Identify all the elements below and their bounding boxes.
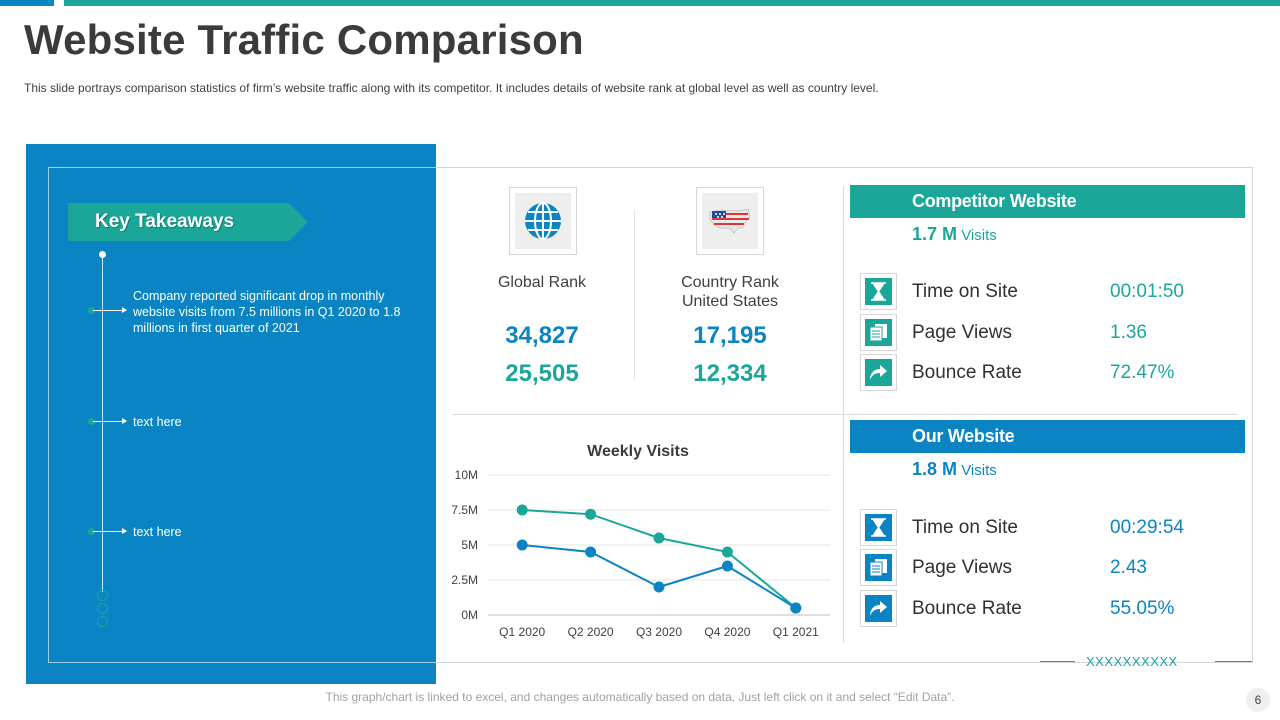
- globe-icon: [525, 202, 561, 240]
- competitor-pageviews-label: Page Views: [912, 322, 1012, 343]
- top-accent-bar-teal: [64, 0, 1280, 6]
- our-pageviews-label: Page Views: [912, 557, 1012, 578]
- our-bounce-value: 55.05%: [1110, 598, 1175, 619]
- timeline-dot: [88, 528, 95, 535]
- x-tick-label: Q2 2020: [568, 625, 614, 639]
- competitor-pageviews-icon-box: [860, 314, 897, 351]
- takeaway-text-1: Company reported significant drop in mon…: [133, 289, 401, 335]
- page-subtitle: This slide portrays comparison statistic…: [24, 81, 879, 95]
- global-rank-ours: 25,505: [505, 360, 579, 387]
- competitor-bounce-icon-box: [860, 354, 897, 391]
- competitor-time-value: 00:01:50: [1110, 281, 1184, 302]
- competitor-time-label: Time on Site: [912, 281, 1018, 302]
- page-title: Website Traffic Comparison: [24, 16, 584, 63]
- series-line-1: [522, 509, 797, 609]
- our-website-header: Our Website: [850, 420, 1245, 453]
- country-rank-label-line1: Country Rank: [681, 274, 779, 291]
- key-takeaways-label: Key Takeaways: [95, 211, 235, 232]
- takeaway-text-2: text here: [133, 415, 182, 429]
- y-tick-label: 5M: [461, 538, 478, 552]
- global-rank-icon-box: [509, 187, 577, 255]
- data-point-series-1: [585, 508, 597, 520]
- timeline-start-dot: [99, 251, 106, 258]
- global-rank-label: Global Rank: [497, 274, 587, 291]
- country-rank-icon-box: [696, 187, 764, 255]
- data-point-series-2: [585, 546, 597, 558]
- data-point-series-1: [721, 546, 733, 558]
- chart-title: Weekly Visits: [587, 443, 689, 460]
- competitor-website-header: Competitor Website: [850, 185, 1245, 218]
- timeline-end-circle: [97, 616, 108, 627]
- country-rank-label-line2: United States: [681, 293, 779, 310]
- share-arrow-icon: [870, 601, 887, 616]
- y-tick-label: 2.5M: [451, 573, 478, 587]
- documents-icon: [869, 324, 887, 342]
- decorative-line: [1040, 661, 1075, 662]
- our-pageviews-value: 2.43: [1110, 557, 1147, 578]
- competitor-visits-value: 1.7 M: [912, 224, 958, 244]
- our-time-icon-box: [860, 509, 897, 546]
- hourglass-icon: [871, 282, 886, 301]
- our-bounce-label: Bounce Rate: [912, 598, 1022, 619]
- country-rank-ours: 12,334: [693, 360, 767, 387]
- data-point-series-2: [790, 602, 802, 614]
- competitor-pageviews-value: 1.36: [1110, 322, 1147, 343]
- y-tick-label: 7.5M: [451, 503, 478, 517]
- takeaway-text-3: text here: [133, 525, 182, 539]
- competitor-time-icon-box: [860, 273, 897, 310]
- hourglass-icon: [871, 518, 886, 537]
- arrow-right-icon: [93, 528, 127, 534]
- series-line-2: [522, 544, 797, 609]
- documents-icon: [869, 559, 887, 577]
- takeaways-panel-border: [48, 167, 436, 663]
- global-rank-competitor: 34,827: [505, 322, 579, 349]
- y-tick-label: 10M: [455, 468, 478, 482]
- x-tick-label: Q4 2020: [704, 625, 750, 639]
- timeline-dot: [88, 307, 95, 314]
- timeline-line: [102, 254, 103, 592]
- top-accent-bar-blue: [0, 0, 54, 6]
- our-pageviews-icon-box: [860, 549, 897, 586]
- footer-note: This graph/chart is linked to excel, and…: [325, 690, 955, 704]
- competitor-bounce-label: Bounce Rate: [912, 362, 1022, 383]
- us-map-icon: [709, 208, 751, 234]
- country-rank-label: Country Rank United States: [645, 273, 815, 311]
- competitor-visits: 1.7 M Visits: [912, 224, 997, 245]
- timeline-end-circle: [97, 603, 108, 614]
- timeline-dot: [88, 418, 95, 425]
- timeline-end-circle: [97, 590, 108, 601]
- our-time-label: Time on Site: [912, 517, 1018, 538]
- our-bounce-icon-box: [860, 590, 897, 627]
- x-tick-label: Q1 2020: [499, 625, 545, 639]
- our-visits-unit: Visits: [961, 462, 997, 479]
- our-visits-value: 1.8 M: [912, 459, 958, 479]
- share-arrow-icon: [870, 365, 887, 380]
- column-divider: [843, 186, 844, 643]
- data-point-series-2: [516, 539, 528, 551]
- arrow-right-icon: [93, 307, 127, 313]
- data-point-series-1: [516, 504, 528, 516]
- page-number: 6: [1246, 688, 1270, 712]
- data-point-series-2: [721, 560, 733, 572]
- our-time-value: 00:29:54: [1110, 517, 1184, 538]
- y-tick-label: 0M: [461, 608, 478, 622]
- data-point-series-2: [653, 581, 665, 593]
- competitor-bounce-value: 72.47%: [1110, 362, 1175, 383]
- decorative-line: [1215, 661, 1252, 662]
- decorative-x-pattern: XXXXXXXXXX: [1086, 654, 1178, 669]
- country-rank-competitor: 17,195: [693, 322, 767, 349]
- x-tick-label: Q3 2020: [636, 625, 682, 639]
- key-takeaways-banner: [68, 203, 308, 241]
- weekly-visits-chart: 0M 2.5M 5M 7.5M 10M Q1 2020 Q2 2020 Q3 2020 Q4 2…: [451, 468, 830, 639]
- rank-divider: [634, 210, 635, 380]
- competitor-visits-unit: Visits: [961, 227, 997, 244]
- arrow-right-icon: [93, 418, 127, 424]
- section-divider: [452, 414, 1237, 415]
- data-point-series-1: [653, 532, 665, 544]
- x-tick-label: Q1 2021: [773, 625, 819, 639]
- our-visits: 1.8 M Visits: [912, 459, 997, 480]
